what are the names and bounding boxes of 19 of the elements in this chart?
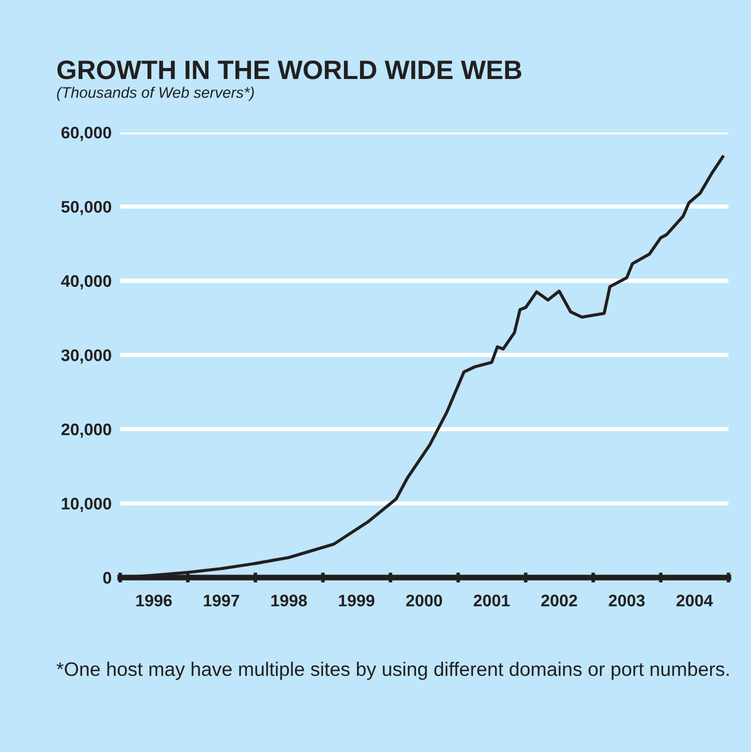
text: *One host may have multiple sites by using different domains or port numbers. xyxy=(56,662,729,680)
x-tick-label: 1996 xyxy=(136,594,172,606)
chart-subtitle: (Thousands of Web servers*) xyxy=(57,86,254,101)
x-tick-label: 2003 xyxy=(608,594,645,606)
y-tick-label: 0 xyxy=(103,572,112,584)
y-tick-label: 30,000 xyxy=(61,349,112,364)
x-tick-label: 2000 xyxy=(406,594,442,606)
x-tick-label: 1998 xyxy=(271,594,307,606)
x-tick-label: 1999 xyxy=(338,594,374,606)
y-tick-label: 50,000 xyxy=(61,200,112,216)
y-tick-label: 40,000 xyxy=(61,275,112,290)
x-tick-label: 2001 xyxy=(474,594,510,606)
y-tick-label: 20,000 xyxy=(61,424,112,438)
y-tick-label: 10,000 xyxy=(62,498,112,512)
x-tick-label: 1997 xyxy=(204,594,240,606)
chart-title: GROWTH IN THE WORLD WIDE WEB xyxy=(57,60,522,80)
y-tick-label: 60,000 xyxy=(61,126,112,141)
x-tick-label: 2002 xyxy=(541,594,578,606)
x-tick-label: 2004 xyxy=(676,594,713,606)
